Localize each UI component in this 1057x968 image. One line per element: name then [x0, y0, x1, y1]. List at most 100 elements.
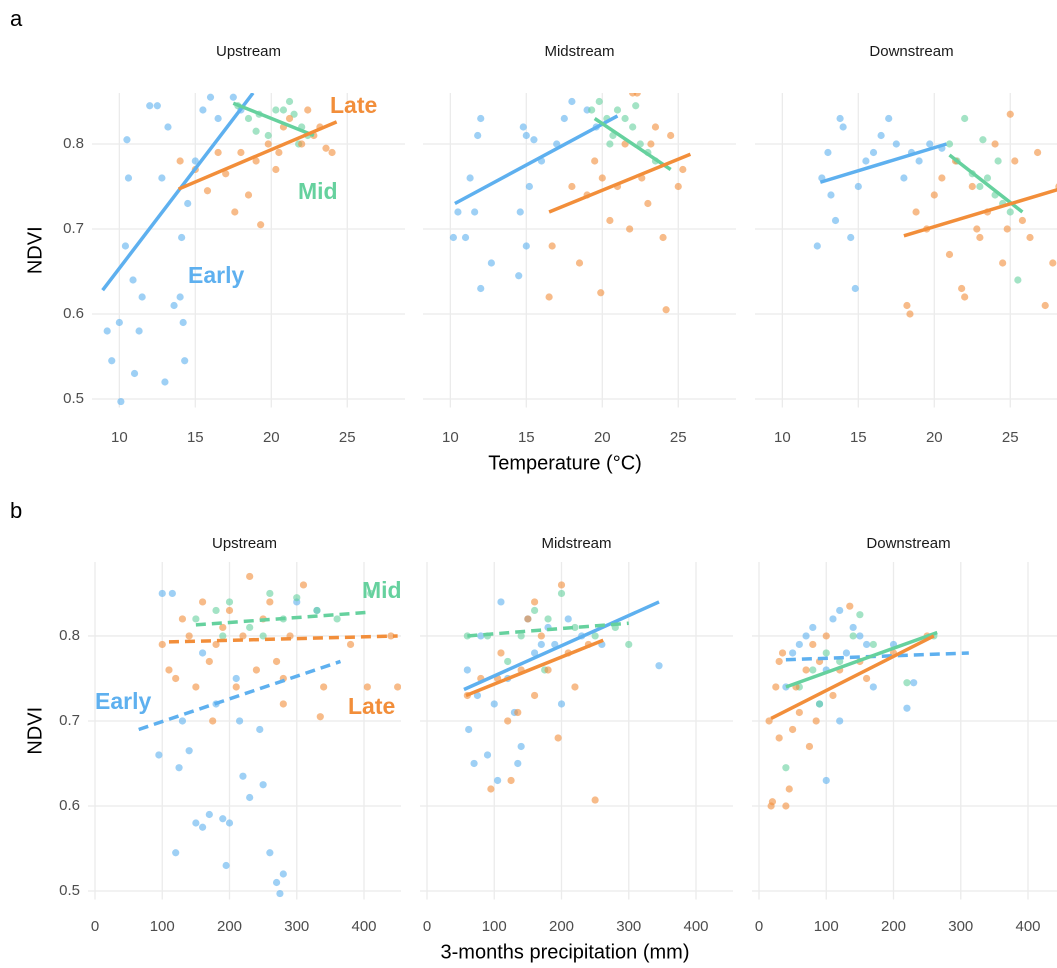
point [494, 776, 502, 785]
x-tick-label: 0 [423, 918, 431, 935]
point [862, 157, 870, 165]
point [497, 598, 505, 606]
point [544, 666, 552, 674]
point [279, 700, 287, 708]
point [591, 796, 599, 804]
point [178, 717, 187, 725]
facet-title: Midstream [541, 535, 611, 552]
point [463, 666, 471, 674]
x-tick-label: 10 [774, 429, 791, 446]
point [775, 657, 783, 666]
x-tick-label: 0 [755, 918, 763, 935]
x-tick-label: 15 [518, 429, 535, 446]
trend-line [195, 610, 371, 627]
point [836, 657, 844, 666]
trend-line [819, 142, 947, 184]
trend-line [785, 651, 969, 662]
point [588, 106, 596, 114]
point [854, 182, 862, 191]
trend-line [463, 600, 660, 692]
trend-line [548, 152, 692, 214]
point [633, 93, 641, 97]
point [203, 187, 212, 195]
point [266, 589, 274, 598]
point [568, 97, 576, 106]
point [299, 581, 308, 589]
point [815, 700, 824, 708]
point [117, 397, 125, 406]
point [199, 598, 207, 606]
point [237, 148, 245, 157]
point [869, 683, 877, 691]
point [176, 293, 184, 301]
point [272, 165, 280, 174]
point [930, 191, 938, 199]
point [846, 602, 854, 610]
y-tick-label: 0.5 [63, 390, 84, 407]
point [304, 106, 312, 114]
point [900, 174, 908, 182]
point [575, 259, 584, 267]
point [842, 649, 851, 657]
point [477, 632, 485, 640]
point [252, 157, 260, 165]
point [185, 632, 193, 640]
point [367, 589, 375, 598]
point [477, 284, 485, 293]
point [264, 131, 272, 140]
point [449, 233, 457, 242]
y-axis-label: NDVI [24, 226, 46, 274]
y-axis-label: NDVI [24, 707, 46, 755]
point [266, 849, 274, 857]
point [279, 106, 288, 114]
point [232, 674, 240, 683]
x-tick-label: 200 [549, 918, 574, 935]
point [674, 182, 682, 191]
panel-label: b [10, 498, 22, 523]
point [474, 131, 482, 140]
point [768, 798, 777, 806]
point [530, 136, 538, 144]
point [548, 242, 556, 250]
point [275, 148, 283, 157]
trend-line [467, 621, 629, 638]
point [199, 106, 207, 114]
point [164, 123, 172, 131]
y-tick-label: 0.6 [59, 797, 80, 814]
x-tick-label: 15 [850, 429, 867, 446]
x-tick-label: 20 [263, 429, 280, 446]
point [544, 615, 552, 623]
trend-line [454, 114, 619, 206]
point [179, 318, 187, 327]
point [1049, 259, 1057, 267]
point [973, 225, 981, 233]
point [571, 623, 579, 632]
plot-area [463, 581, 663, 804]
point [130, 369, 139, 378]
point [129, 276, 137, 284]
point [531, 649, 539, 657]
group-label: Mid [298, 178, 338, 204]
facet-title: Midstream [544, 43, 614, 60]
point [477, 114, 485, 123]
trend-line [593, 117, 672, 171]
point [172, 674, 180, 683]
point [483, 751, 492, 759]
x-tick-label: 200 [217, 918, 242, 935]
point [153, 102, 161, 110]
group-label: Mid [362, 577, 402, 603]
point [651, 123, 660, 131]
facet-title: Downstream [869, 43, 953, 60]
point [632, 102, 640, 110]
point [184, 199, 192, 208]
point [490, 700, 498, 708]
point [178, 615, 187, 623]
point [206, 93, 215, 101]
point [322, 144, 330, 152]
point [560, 114, 568, 123]
point [606, 216, 614, 225]
point [644, 199, 652, 208]
point [822, 776, 830, 785]
point [487, 259, 495, 267]
point [394, 683, 401, 691]
